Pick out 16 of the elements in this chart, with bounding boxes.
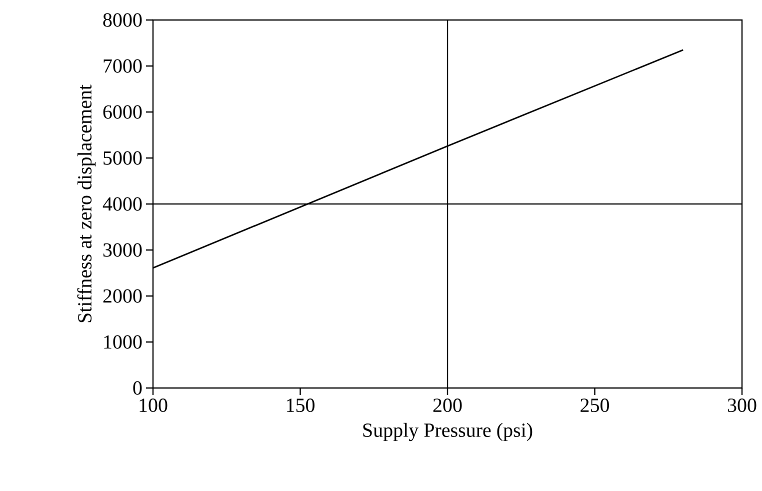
y-tick-label: 5000 [104, 151, 142, 165]
y-tick-label: 3000 [103, 243, 142, 257]
y-tick-label: 1000 [104, 335, 142, 349]
y-tick-label: 4000 [102, 197, 142, 211]
x-tick-label: 300 [728, 398, 756, 412]
x-tick-label: 200 [433, 398, 462, 412]
x-tick-label: 250 [580, 398, 609, 412]
y-tick-label: 8000 [103, 13, 142, 27]
y-tick-label: 2000 [103, 289, 142, 303]
y-tick-label: 6000 [103, 105, 142, 119]
x-axis-title: Supply Pressure (psi) [363, 422, 532, 442]
x-tick-label: 100 [140, 398, 168, 412]
y-axis-title: Stiffness at zero displacement [77, 84, 96, 322]
y-tick-label: 0 [133, 381, 142, 395]
y-tick-label: 7000 [104, 59, 142, 73]
x-tick-label: 150 [287, 398, 314, 412]
